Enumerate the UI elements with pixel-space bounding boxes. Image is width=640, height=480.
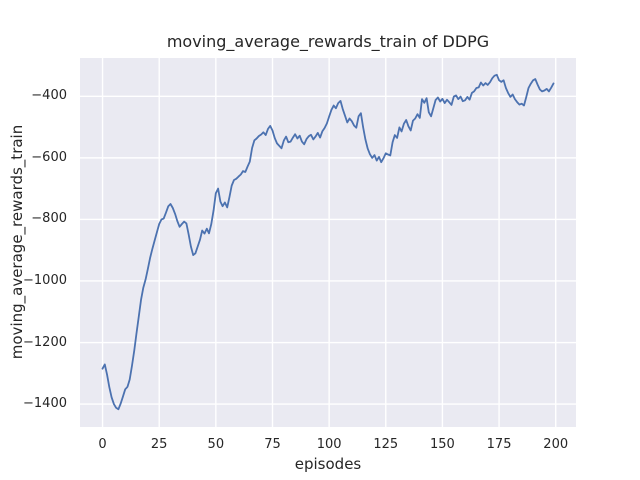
y-tick-label: −1000 — [23, 272, 67, 288]
x-tick-label: 200 — [543, 437, 569, 452]
x-tick-label: 50 — [207, 437, 225, 452]
y-tick-label: −1200 — [23, 334, 67, 350]
y-tick-label: −400 — [31, 88, 67, 104]
y-tick-label: −800 — [31, 211, 67, 227]
chart-title: moving_average_rewards_train of DDPG — [166, 32, 490, 51]
x-tick-label: 0 — [98, 437, 107, 452]
series-line — [101, 73, 555, 411]
y-tick-label: −600 — [31, 149, 67, 165]
x-tick-label: 100 — [316, 437, 342, 452]
x-axis-label: episodes — [294, 455, 362, 473]
y-tick-label: −1400 — [23, 396, 67, 412]
x-tick-label: 75 — [264, 437, 281, 452]
x-tick-label: 150 — [430, 437, 455, 452]
x-tick-label: 125 — [373, 437, 399, 452]
x-tick-label: 25 — [150, 437, 168, 452]
x-tick-label: 175 — [486, 437, 512, 452]
